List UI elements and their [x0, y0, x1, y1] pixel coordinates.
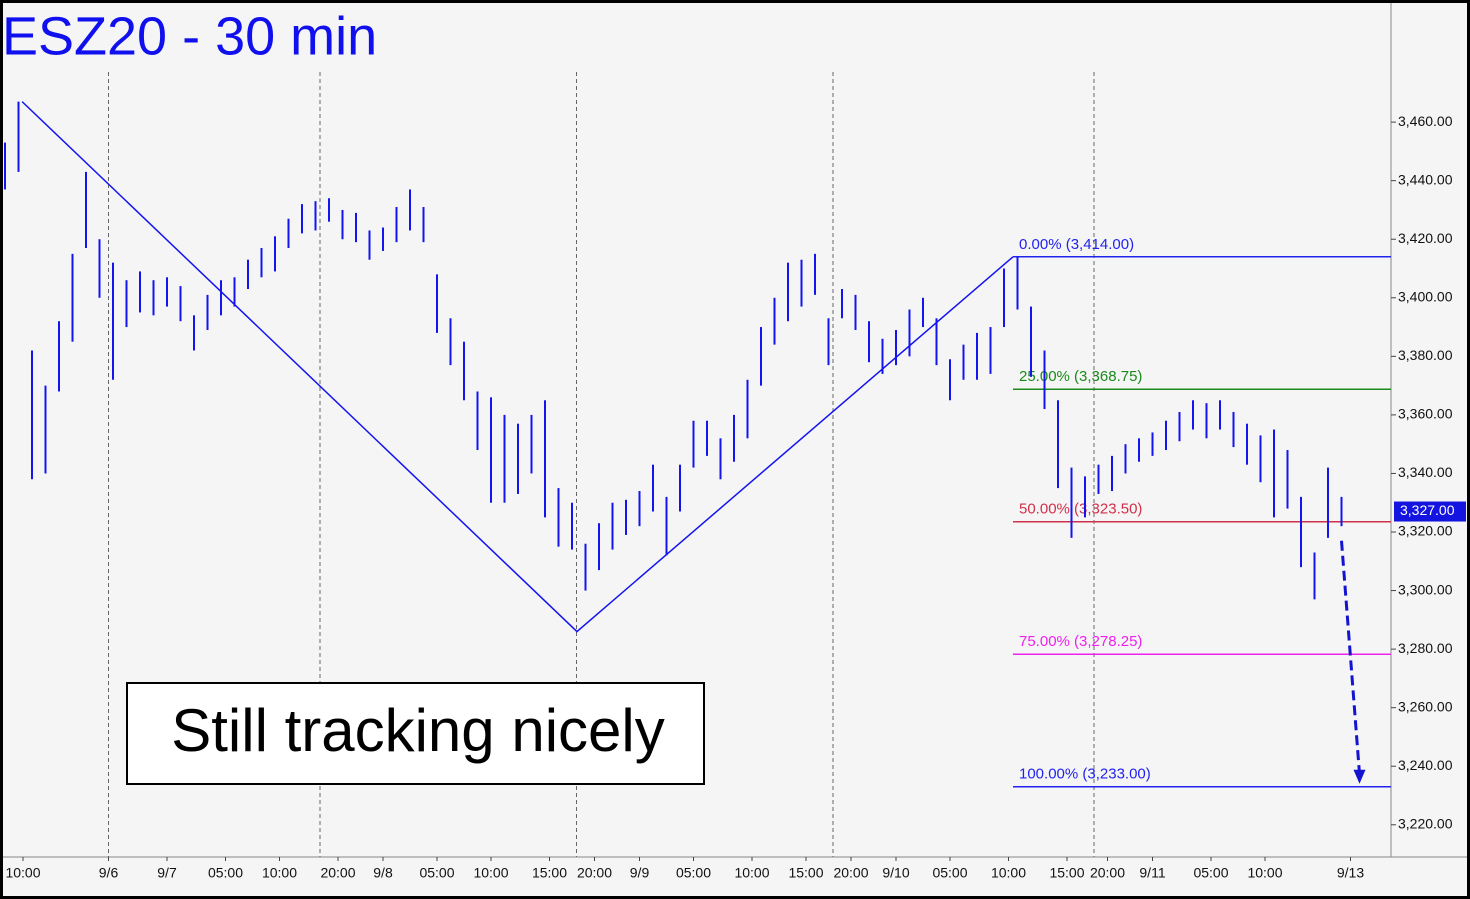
- x-tick-label: 15:00: [532, 865, 567, 881]
- annotation-box: Still tracking nicely: [126, 682, 705, 785]
- x-tick-label: 15:00: [788, 865, 823, 881]
- fib-label: 0.00% (3,414.00): [1019, 236, 1134, 253]
- x-tick-label: 10:00: [5, 865, 40, 881]
- y-tick-label: 3,300.00: [1398, 581, 1453, 597]
- y-tick-label: 3,320.00: [1398, 523, 1453, 539]
- x-tick-label: 9/10: [882, 865, 909, 881]
- y-tick-label: 3,460.00: [1398, 113, 1453, 129]
- y-tick-label: 3,240.00: [1398, 757, 1453, 773]
- y-tick-label: 3,440.00: [1398, 171, 1453, 187]
- y-tick-label: 3,380.00: [1398, 347, 1453, 363]
- last-price-label: 3,327.00: [1400, 502, 1455, 518]
- y-tick-label: 3,260.00: [1398, 698, 1453, 714]
- x-tick-label: 20:00: [1090, 865, 1125, 881]
- x-tick-label: 9/6: [99, 865, 119, 881]
- x-tick-label: 05:00: [676, 865, 711, 881]
- y-tick-label: 3,360.00: [1398, 406, 1453, 422]
- x-tick-label: 05:00: [1193, 865, 1228, 881]
- fib-label: 50.00% (3,323.50): [1019, 501, 1142, 518]
- y-tick-label: 3,420.00: [1398, 230, 1453, 246]
- forecast-arrow: [1340, 540, 1361, 774]
- x-tick-label: 9/11: [1139, 865, 1165, 881]
- x-tick-label: 9/9: [630, 865, 650, 881]
- chart-title: ESZ20 - 30 min: [2, 6, 377, 66]
- x-tick-label: 20:00: [320, 865, 355, 881]
- x-tick-label: 10:00: [734, 865, 769, 881]
- x-tick-label: 10:00: [473, 865, 508, 881]
- y-tick-label: 3,220.00: [1398, 815, 1453, 831]
- y-tick-label: 3,340.00: [1398, 464, 1453, 480]
- last-price-tag: [1394, 501, 1466, 522]
- x-tick-label: 10:00: [262, 865, 297, 881]
- x-tick-label: 9/8: [373, 865, 393, 881]
- x-tick-label: 15:00: [1049, 865, 1084, 881]
- x-tick-label: 20:00: [833, 865, 868, 881]
- fib-label: 100.00% (3,233.00): [1019, 766, 1151, 783]
- trendline: [21, 101, 1014, 633]
- x-tick-label: 10:00: [991, 865, 1026, 881]
- y-tick-label: 3,400.00: [1398, 288, 1453, 304]
- y-tick-label: 3,280.00: [1398, 640, 1453, 656]
- x-tick-label: 05:00: [208, 865, 243, 881]
- x-tick-label: 20:00: [577, 865, 612, 881]
- fib-label: 25.00% (3,368.75): [1019, 368, 1142, 385]
- x-tick-label: 05:00: [419, 865, 454, 881]
- annotation-frame: [126, 682, 705, 785]
- arrow-head: [1353, 769, 1366, 784]
- x-tick-label: 05:00: [932, 865, 967, 881]
- fib-label: 75.00% (3,278.25): [1019, 633, 1142, 650]
- x-tick-label: 9/7: [157, 865, 177, 881]
- x-tick-label: 10:00: [1247, 865, 1282, 881]
- x-tick-label: 9/13: [1337, 865, 1364, 881]
- annotation: Still tracking nicely: [171, 697, 665, 764]
